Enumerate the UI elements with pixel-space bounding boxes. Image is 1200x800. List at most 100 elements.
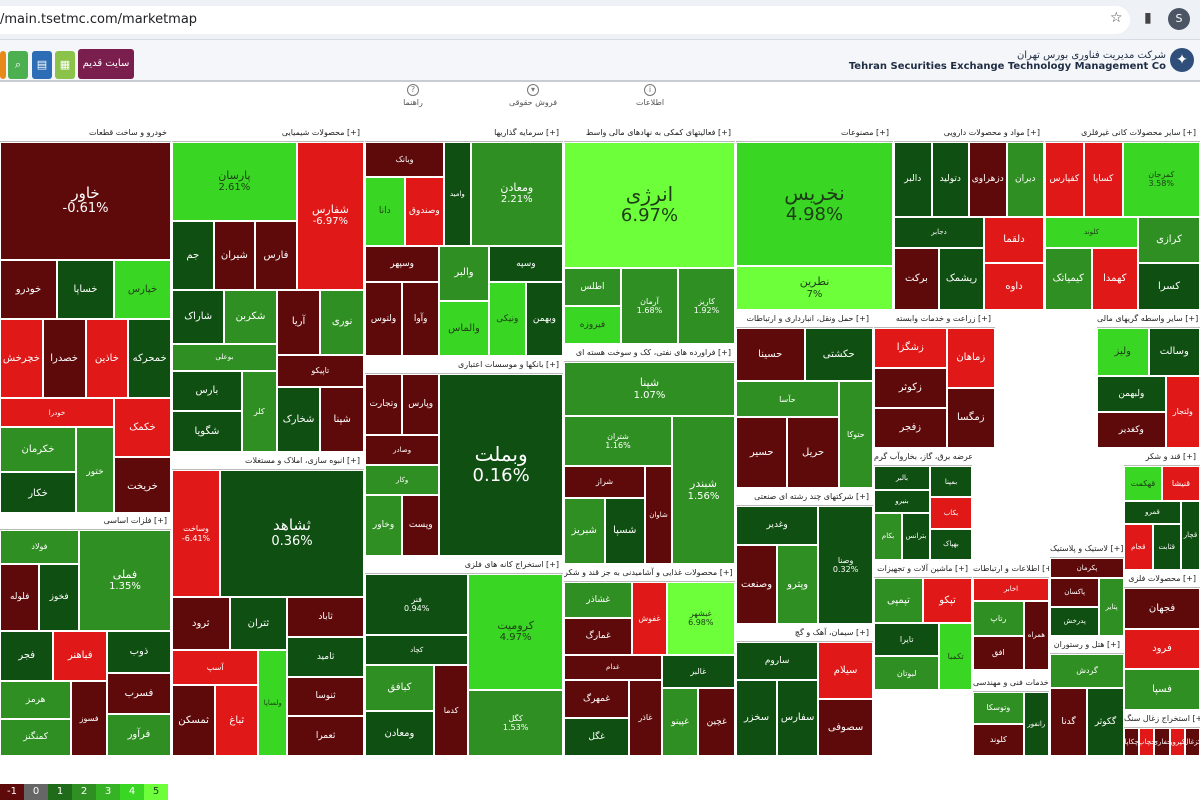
stock-tile[interactable]: نطرین 7% — [736, 266, 893, 310]
stock-tile[interactable]: وآوا — [402, 282, 440, 356]
stock-tile[interactable]: کرازی — [1138, 216, 1200, 264]
stock-tile[interactable]: ثنوسا — [287, 676, 364, 717]
stock-tile[interactable]: فولاد — [0, 530, 79, 564]
stock-tile[interactable]: ومعادن 2.21% — [470, 142, 563, 246]
stock-tile[interactable]: دجابر — [894, 216, 984, 248]
stock-tile[interactable]: بوعلی — [172, 343, 277, 371]
stock-tile[interactable]: وپترو — [777, 545, 819, 624]
stock-tile[interactable]: ولیز — [1097, 328, 1149, 376]
stock-tile[interactable]: حکشتی — [804, 328, 873, 382]
stock-tile[interactable]: وخاور — [365, 495, 403, 556]
stock-tile[interactable]: فارس — [255, 221, 297, 290]
info-button[interactable]: i اطلاعات — [620, 84, 680, 107]
stock-tile[interactable]: شراز — [564, 465, 645, 499]
stock-tile[interactable]: ثاباد — [287, 597, 364, 637]
stock-tile[interactable]: غبشهر 6.98% — [666, 582, 735, 655]
sector-title[interactable]: زراعت و خدمات وابسته [+] — [874, 310, 995, 328]
sector-title[interactable]: سایر واسطه گریهای مالی [+] — [1097, 310, 1200, 328]
stock-tile[interactable]: تایرا — [874, 622, 940, 657]
stock-tile[interactable]: وامید — [444, 142, 471, 246]
stock-tile[interactable]: دانا — [365, 176, 405, 246]
stock-tile[interactable]: قهکمت — [1124, 466, 1162, 501]
stock-tile[interactable]: ثامید — [287, 636, 364, 677]
stock-tile[interactable]: خودرا — [0, 397, 114, 428]
stock-tile[interactable]: کسرا — [1138, 263, 1200, 310]
stock-tile[interactable]: آریا — [276, 289, 321, 355]
stock-tile[interactable]: رانفور — [1023, 692, 1049, 756]
stock-tile[interactable]: بهپاک — [930, 528, 972, 560]
stock-tile[interactable]: خاذین — [85, 319, 129, 398]
stock-tile[interactable]: هرمز — [0, 681, 72, 719]
stock-tile[interactable]: غپینو — [661, 688, 699, 756]
sector-title[interactable]: فلزات اساسی [+] — [0, 512, 171, 530]
stock-tile[interactable]: بنیرو — [874, 489, 930, 513]
sector-title[interactable]: بانکها و موسسات اعتباری [+] — [365, 356, 563, 374]
stock-tile[interactable]: کدما — [433, 665, 469, 756]
stock-tile[interactable]: ثعمرا — [287, 716, 364, 756]
stock-tile[interactable]: زکوثر — [874, 368, 947, 408]
stock-tile[interactable]: سخزر — [736, 680, 778, 756]
stock-tile[interactable]: فجر — [0, 631, 54, 682]
profile-avatar[interactable]: S — [1168, 8, 1190, 30]
stock-tile[interactable]: ذوب — [106, 631, 171, 673]
stock-tile[interactable]: تاپیکو — [276, 354, 364, 388]
stock-tile[interactable]: حسیر — [736, 416, 788, 488]
stock-tile[interactable]: ونیکی — [488, 282, 526, 356]
sector-title[interactable]: خودرو و ساخت قطعات — [0, 124, 171, 142]
stock-tile[interactable]: قجام — [1124, 523, 1153, 570]
sector-title[interactable]: عرضه برق، گاز، بخاروآب گرم [+] — [874, 448, 972, 466]
stock-tile[interactable]: شکربن — [224, 289, 277, 344]
stock-tile[interactable]: قثابت — [1152, 523, 1181, 570]
stock-tile[interactable]: وبانک — [365, 142, 445, 177]
stock-tile[interactable]: پدرخش — [1050, 606, 1100, 636]
stock-tile[interactable]: خودرو — [0, 260, 57, 320]
stock-tile[interactable]: دالبر — [894, 142, 932, 217]
home-button[interactable] — [0, 51, 6, 79]
sector-title[interactable]: استخراج کانه های فلزی [+] — [365, 556, 563, 574]
stock-tile[interactable]: وساخت -6.41% — [172, 470, 220, 598]
sector-title[interactable]: قند و شکر [+] — [1124, 448, 1200, 466]
stock-tile[interactable]: ختور — [76, 427, 114, 516]
sector-title[interactable]: هتل و رستوران [+] — [1050, 636, 1124, 654]
stock-tile[interactable]: ولتوس — [365, 282, 403, 356]
stock-tile[interactable]: وپارس — [402, 374, 440, 435]
stock-tile[interactable]: کبافق — [365, 665, 434, 711]
stock-tile[interactable]: حریل — [787, 416, 839, 488]
url-text[interactable]: /main.tsetmc.com/marketmap — [0, 12, 198, 27]
stock-tile[interactable]: قچار — [1181, 500, 1200, 570]
stock-tile[interactable]: وبهمن — [525, 282, 563, 356]
stock-tile[interactable]: ثرود — [172, 597, 230, 651]
stock-tile[interactable]: ثشاهد 0.36% — [220, 470, 364, 598]
stock-tile[interactable]: جچاپ — [1139, 728, 1155, 756]
stock-tile[interactable]: قنیشا — [1162, 466, 1200, 501]
stock-tile[interactable]: غمارگ — [564, 618, 633, 655]
stock-tile[interactable]: گکوثر — [1087, 688, 1124, 756]
stock-tile[interactable]: کلوند — [973, 724, 1024, 756]
stock-tile[interactable]: وصنا 0.32% — [818, 506, 873, 624]
sector-title[interactable]: حمل ونقل، انبارداری و ارتباطات [+] — [736, 310, 873, 328]
address-field[interactable]: /main.tsetmc.com/marketmap — [0, 6, 1130, 34]
stock-tile[interactable]: سیلام — [818, 642, 873, 699]
stock-tile[interactable]: وبملت 0.16% — [439, 374, 563, 556]
stock-tile[interactable]: گردش — [1050, 654, 1124, 688]
sector-title[interactable]: انبوه سازی، املاک و مستغلات [+] — [172, 452, 364, 470]
stock-tile[interactable]: شسپا — [604, 498, 645, 564]
stock-tile[interactable]: شفارس -6.97% — [296, 142, 364, 290]
stock-tile[interactable]: فملی 1.35% — [78, 530, 171, 632]
stock-tile[interactable]: فلوله — [0, 563, 40, 632]
stock-tile[interactable]: وصنعت — [736, 545, 778, 624]
stock-tile[interactable]: ریشمک — [939, 247, 984, 310]
stock-tile[interactable]: خپارس — [114, 260, 171, 320]
stock-tile[interactable]: گدنا — [1050, 688, 1087, 756]
stock-tile[interactable]: خکار — [0, 471, 76, 516]
stock-tile[interactable]: کیمیاتک — [1045, 247, 1092, 310]
stock-tile[interactable]: وسپهر — [365, 245, 440, 283]
stock-tile[interactable]: جم — [172, 221, 214, 290]
stock-tile[interactable]: پارسان 2.61% — [172, 142, 297, 222]
stock-tile[interactable]: شخارک — [276, 387, 321, 452]
stock-tile[interactable]: همراه — [1023, 601, 1049, 670]
stock-tile[interactable]: لبوتان — [874, 656, 940, 690]
stock-tile[interactable]: کمرجان 3.58% — [1122, 142, 1200, 217]
stock-tile[interactable]: وسالت — [1148, 328, 1200, 376]
stock-tile[interactable]: کمنگنز — [0, 718, 72, 756]
